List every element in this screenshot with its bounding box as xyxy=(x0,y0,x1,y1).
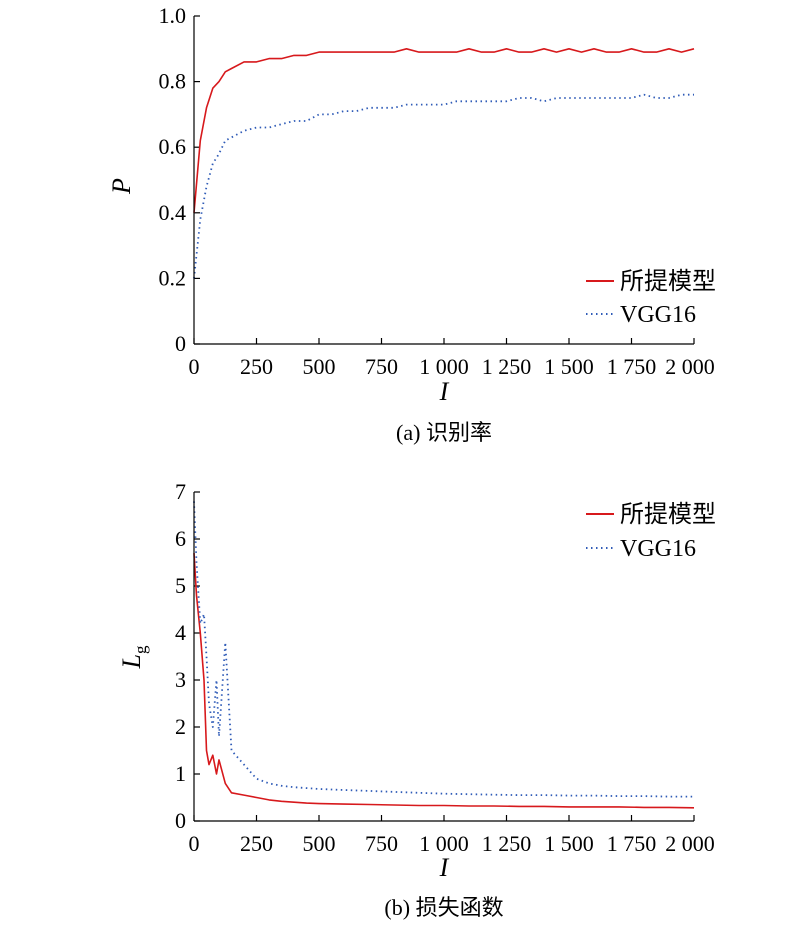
x-tick-label: 500 xyxy=(303,354,336,379)
y-tick-label: 4 xyxy=(175,620,186,645)
x-axis-ticks: 0 250 500 750 1 000 1 250 1 500 1 750 2 000 xyxy=(189,338,715,379)
panel-loss-function: 0 1 2 3 4 5 6 7 0 250 500 750 1 000 1 250 1 500 1 750 2… xyxy=(117,479,716,920)
x-tick-label: 250 xyxy=(240,831,273,856)
x-tick-label: 250 xyxy=(240,354,273,379)
x-axis-title: I xyxy=(439,377,450,406)
y-tick-label: 7 xyxy=(175,479,186,504)
svg-text:Lg: Lg xyxy=(117,645,150,669)
series-group xyxy=(193,501,695,809)
y-tick-label: 0 xyxy=(175,808,186,833)
x-tick-label: 750 xyxy=(365,831,398,856)
y-tick-label: 0.4 xyxy=(159,200,187,225)
legend-label-proposed: 所提模型 xyxy=(620,501,716,528)
x-tick-label: 1 250 xyxy=(482,831,532,856)
panel-caption: (b) 损失函数 xyxy=(384,895,503,920)
y-axis-ticks: 0 0.2 0.4 0.6 0.8 1.0 xyxy=(159,3,200,356)
y-axis-title-subscript: g xyxy=(131,645,150,654)
x-tick-label: 2 000 xyxy=(665,354,715,379)
x-tick-label: 750 xyxy=(365,354,398,379)
y-tick-label: 3 xyxy=(175,667,186,692)
legend-label-proposed: 所提模型 xyxy=(620,268,716,295)
legend: 所提模型 VGG16 xyxy=(586,268,716,328)
y-tick-label: 1 xyxy=(175,761,186,786)
x-tick-label: 1 750 xyxy=(607,831,657,856)
y-axis-title: P xyxy=(107,178,136,195)
x-tick-label: 1 500 xyxy=(544,831,594,856)
x-tick-label: 1 750 xyxy=(607,354,657,379)
x-tick-label: 1 000 xyxy=(419,354,469,379)
series-line-vgg16 xyxy=(193,501,694,798)
series-group xyxy=(193,47,695,279)
y-axis-title: Lg xyxy=(117,645,150,669)
x-tick-label: 1 250 xyxy=(482,354,532,379)
legend-label-vgg16: VGG16 xyxy=(620,302,696,328)
x-tick-label: 0 xyxy=(189,354,200,379)
series-line-proposed xyxy=(193,553,695,809)
x-tick-label: 2 000 xyxy=(665,831,715,856)
y-tick-label: 6 xyxy=(175,526,186,551)
legend-label-vgg16: VGG16 xyxy=(620,536,696,562)
y-tick-label: 0 xyxy=(175,331,186,356)
y-tick-label: 0.8 xyxy=(159,69,187,94)
series-line-proposed xyxy=(193,47,695,213)
y-axis-ticks: 0 1 2 3 4 5 6 7 xyxy=(175,479,200,833)
y-tick-label: 0.2 xyxy=(159,265,187,290)
x-tick-label: 500 xyxy=(303,831,336,856)
x-tick-label: 0 xyxy=(189,831,200,856)
y-tick-label: 5 xyxy=(175,573,186,598)
series-line-vgg16 xyxy=(193,93,694,279)
panel-recognition-rate: 0 0.2 0.4 0.6 0.8 1.0 0 250 500 750 1 000 1 250 1 5… xyxy=(107,3,716,445)
x-axis-title: I xyxy=(439,853,450,882)
y-tick-label: 1.0 xyxy=(159,3,187,28)
y-axis-title-main: L xyxy=(117,654,146,669)
x-tick-label: 1 500 xyxy=(544,354,594,379)
x-tick-label: 1 000 xyxy=(419,831,469,856)
x-axis-ticks: 0 250 500 750 1 000 1 250 1 500 1 750 2 000 xyxy=(189,815,715,856)
y-tick-label: 2 xyxy=(175,714,186,739)
panel-caption: (a) 识别率 xyxy=(396,420,492,445)
y-tick-label: 0.6 xyxy=(159,134,187,159)
legend: 所提模型 VGG16 xyxy=(586,501,716,562)
